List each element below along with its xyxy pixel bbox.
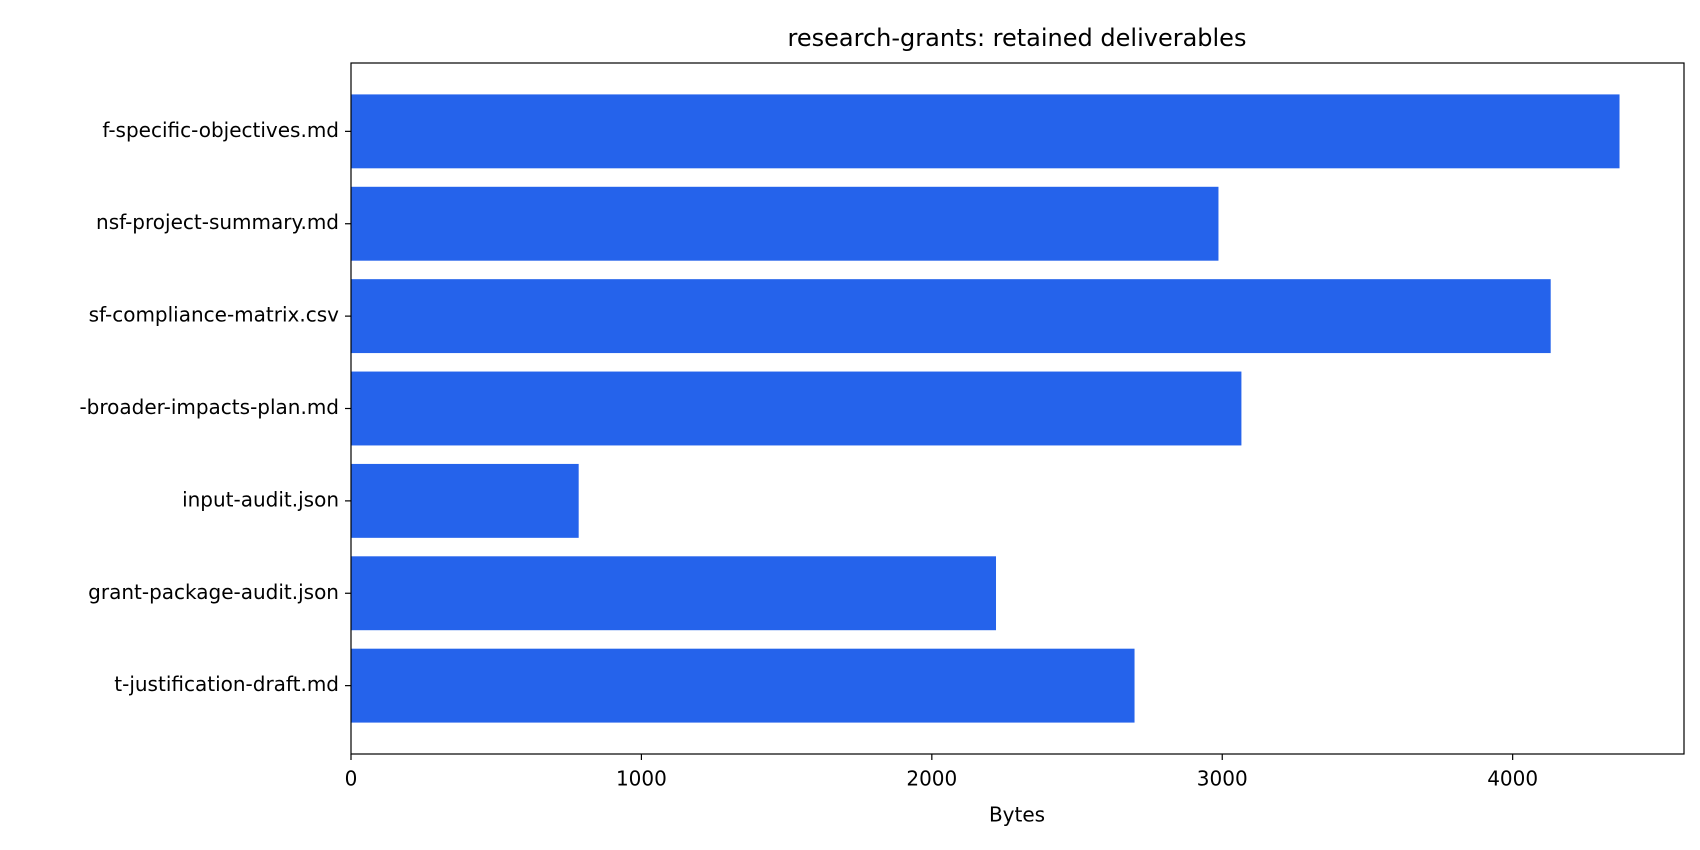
x-tick-label: 4000: [1487, 767, 1538, 791]
plot-frame: [350, 62, 1685, 755]
y-tick-label: -broader-impacts-plan.md: [79, 395, 339, 419]
y-tick-label: t-justification-draft.md: [114, 672, 339, 696]
chart-title: research-grants: retained deliverables: [788, 24, 1247, 52]
x-tick-label: 2000: [906, 767, 957, 791]
x-tick-label: 0: [345, 767, 358, 791]
bar: [351, 556, 997, 631]
bar: [351, 186, 1219, 261]
bar: [351, 648, 1135, 723]
y-tick-label: nsf-project-summary.md: [96, 210, 339, 234]
y-tick-label: grant-package-audit.json: [88, 580, 339, 604]
bar: [351, 279, 1551, 354]
x-tick-label: 3000: [1197, 767, 1248, 791]
bar: [351, 371, 1242, 446]
x-tick-label: 1000: [616, 767, 667, 791]
x-axis-label: Bytes: [989, 803, 1045, 827]
y-tick-label: f-specific-objectives.md: [102, 118, 339, 142]
y-tick-label: input-audit.json: [182, 487, 339, 511]
bar: [351, 463, 579, 538]
bar: [351, 94, 1620, 169]
y-tick-label: sf-compliance-matrix.csv: [89, 303, 340, 327]
